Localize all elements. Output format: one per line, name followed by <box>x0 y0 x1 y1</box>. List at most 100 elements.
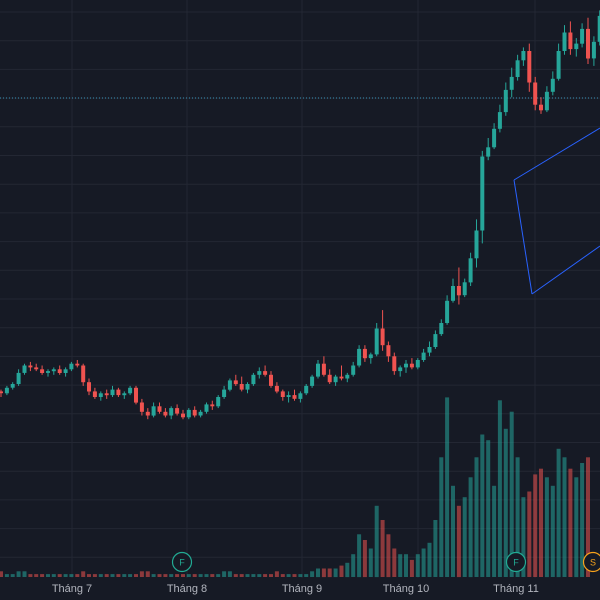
candle <box>515 54 520 81</box>
volume-bar <box>357 534 362 578</box>
candle <box>110 385 115 397</box>
candle-body <box>98 393 103 397</box>
candle <box>550 71 555 96</box>
candle <box>204 402 209 414</box>
candle <box>251 372 256 386</box>
volume-bar <box>227 571 232 577</box>
candle <box>40 365 45 375</box>
candle-body <box>239 384 244 390</box>
candle-body <box>415 360 420 368</box>
candle <box>533 76 538 111</box>
candle <box>368 352 373 364</box>
candle-body <box>568 32 573 50</box>
candle <box>210 400 215 410</box>
candle-body <box>104 393 109 396</box>
volume-bar <box>468 477 473 578</box>
event-marker[interactable]: F <box>505 551 527 573</box>
volume-bar <box>539 468 543 577</box>
candle <box>269 371 273 388</box>
volume-bar <box>81 571 86 577</box>
volume-bar <box>550 485 555 577</box>
volume-bar <box>398 554 403 577</box>
volume-bar <box>497 400 502 577</box>
volume-bar <box>462 497 467 577</box>
event-marker[interactable]: S <box>582 551 600 573</box>
candle-body <box>474 230 479 259</box>
event-marker-label: F <box>179 558 185 568</box>
candle <box>145 408 150 420</box>
candle-body <box>181 413 185 418</box>
candle-body <box>110 389 115 396</box>
x-tick-label: Tháng 10 <box>383 583 429 595</box>
candle <box>134 385 138 405</box>
candle-body <box>292 395 297 399</box>
candle-body <box>69 363 74 370</box>
candle <box>509 67 514 98</box>
candles <box>0 10 600 420</box>
volume-bar <box>263 574 268 577</box>
candle-body <box>274 385 279 392</box>
volume-bar <box>433 520 438 577</box>
candle <box>427 341 432 357</box>
candle <box>263 365 268 377</box>
candle <box>333 374 338 386</box>
candle <box>286 391 291 403</box>
candle <box>116 387 121 397</box>
candle-body <box>222 389 227 397</box>
candle <box>4 385 9 396</box>
candle-body <box>210 404 215 407</box>
candle-body <box>145 411 150 416</box>
candle <box>380 310 385 351</box>
volume-bar <box>92 574 97 577</box>
candle <box>292 389 297 401</box>
candle <box>245 382 250 394</box>
candle <box>175 404 180 416</box>
candle <box>310 374 315 388</box>
volume-bar <box>492 485 497 577</box>
candle-body <box>134 387 138 403</box>
candle <box>46 369 50 377</box>
candle-body <box>339 376 344 379</box>
candle-body <box>398 367 403 372</box>
volume-bar <box>210 574 215 577</box>
candle-body <box>580 28 585 44</box>
candle-body <box>40 369 45 373</box>
candle <box>280 389 285 401</box>
volume-bar <box>421 548 426 577</box>
x-tick-label: Tháng 9 <box>282 583 322 595</box>
candle <box>298 391 303 403</box>
event-marker[interactable]: F <box>171 551 193 573</box>
candle <box>92 387 97 399</box>
grid-lines <box>0 0 600 578</box>
volume-bar <box>239 574 244 577</box>
candle-body <box>357 348 362 366</box>
candle <box>544 86 549 113</box>
candle <box>421 348 426 362</box>
volume-bar <box>75 574 80 577</box>
candle-body <box>368 354 373 359</box>
candle-body <box>345 374 350 379</box>
event-marker-circle <box>505 551 527 573</box>
volume-bar <box>286 574 291 577</box>
volume-bar <box>4 574 9 577</box>
volume-bar <box>98 574 103 577</box>
candle <box>527 43 532 92</box>
candle <box>163 408 168 418</box>
volume-bar <box>116 574 121 577</box>
volume-bar <box>586 457 590 577</box>
volume-bar <box>556 448 561 578</box>
candle <box>339 365 344 381</box>
volume-bar <box>204 574 209 577</box>
volume-bar <box>163 574 168 577</box>
candle <box>539 97 543 114</box>
candle-body <box>233 380 238 385</box>
candle <box>462 278 467 298</box>
candle-body <box>374 328 379 355</box>
candle-body <box>169 408 174 416</box>
volume-bar <box>34 574 39 577</box>
candle <box>568 21 573 55</box>
candle <box>503 82 508 116</box>
candle-body <box>380 328 385 346</box>
volume-bar <box>134 574 138 577</box>
